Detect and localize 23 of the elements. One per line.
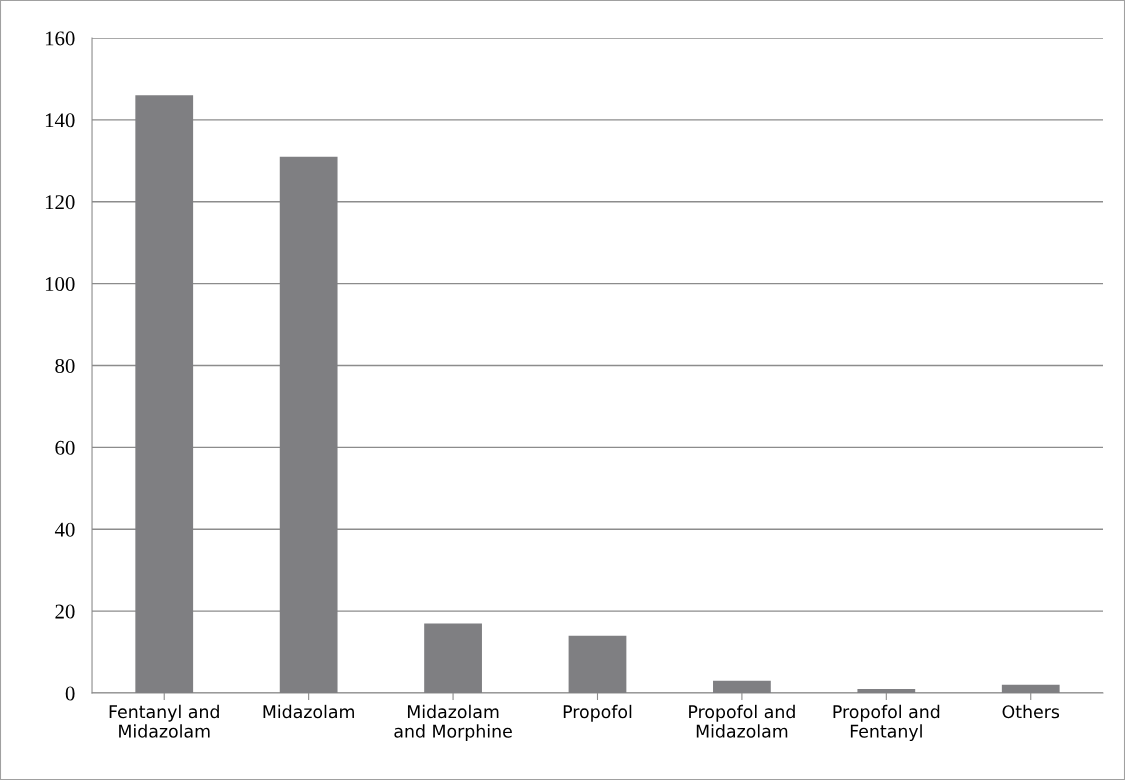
- x-tick-label: Midazolam and Morphine: [394, 704, 512, 742]
- y-tick-label: 120: [45, 195, 75, 210]
- x-tick-label: Propofol: [563, 704, 632, 722]
- x-tick-label: Propofol and Midazolam: [689, 704, 795, 738]
- y-tick-label: 140: [45, 113, 75, 128]
- y-tick-label: 160: [45, 31, 75, 46]
- bar: [135, 95, 194, 694]
- bar: [857, 688, 916, 694]
- y-tick-label: 60: [55, 440, 75, 455]
- bar: [1001, 684, 1060, 694]
- y-tick-label: 0: [65, 686, 75, 701]
- x-tick-label: Others: [1002, 704, 1060, 719]
- bar: [713, 680, 771, 694]
- y-tick-label: 100: [45, 277, 75, 292]
- y-tick-label: 80: [55, 358, 75, 373]
- bar: [568, 635, 627, 694]
- x-tick-label: Propofol and Fentanyl: [833, 704, 940, 742]
- bar: [279, 156, 338, 694]
- y-tick-label: 40: [54, 522, 75, 537]
- x-tick-label: Midazolam: [263, 704, 354, 719]
- x-tick-label: Fentanyl and Midazolam: [109, 704, 219, 738]
- bar: [424, 623, 482, 694]
- y-tick-label: 20: [55, 604, 75, 619]
